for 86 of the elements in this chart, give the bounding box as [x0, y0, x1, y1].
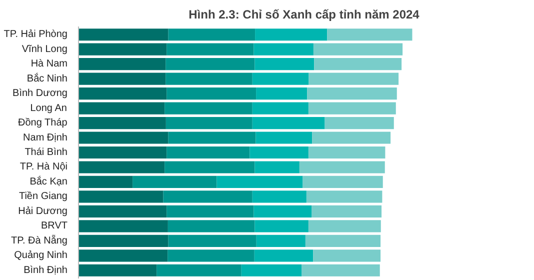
bar: [254, 205, 312, 218]
y-tick-label: Hải Dương: [18, 206, 68, 217]
bar: [78, 250, 168, 262]
bar: [78, 264, 157, 276]
bar: [168, 132, 256, 144]
bar: [312, 205, 382, 218]
y-tick-label: Thái Bình: [24, 147, 68, 158]
bar: [302, 264, 380, 276]
bar: [254, 250, 314, 262]
bar: [166, 205, 254, 218]
y-tick-label: Bắc Ninh: [26, 72, 68, 84]
bar: [132, 176, 217, 188]
bar: [168, 250, 254, 262]
y-tick-label: Vĩnh Long: [22, 44, 68, 55]
bar: [163, 190, 252, 203]
bar: [166, 146, 250, 159]
bar: [78, 176, 133, 188]
bar: [78, 205, 167, 218]
bar: [305, 234, 381, 247]
bar: [313, 250, 381, 262]
bar: [308, 102, 396, 114]
bar: [164, 161, 255, 174]
bar: [314, 58, 402, 70]
bar: [78, 43, 167, 56]
y-tick-label: Bình Định: [24, 264, 68, 276]
bar: [256, 88, 308, 100]
y-tick-label: BRVT: [41, 220, 68, 232]
bar: [313, 43, 403, 56]
bar: [78, 58, 166, 70]
bar: [324, 116, 394, 130]
bar: [250, 146, 308, 159]
bar: [166, 88, 256, 100]
bar: [166, 116, 252, 130]
bar: [166, 58, 255, 70]
y-tick-label: Đồng Tháp: [18, 118, 68, 129]
bar: [78, 88, 167, 100]
bar: [302, 176, 383, 188]
y-tick-label: Quảng Ninh: [14, 250, 68, 262]
y-tick-label: Nam Định: [23, 132, 68, 144]
bar: [308, 146, 386, 159]
bar: [166, 72, 252, 85]
y-tick-label: Hà Nam: [30, 58, 68, 70]
bar: [254, 220, 308, 232]
bar: [256, 234, 306, 247]
bar: [255, 28, 328, 41]
bar: [78, 220, 168, 232]
chart-title: Hình 2.3: Chỉ số Xanh cấp tỉnh năm 2024: [188, 8, 420, 22]
bar: [256, 132, 312, 144]
bar: [168, 28, 256, 41]
bar: [308, 72, 399, 85]
bar: [78, 72, 166, 85]
bar: [78, 116, 166, 130]
bar: [78, 28, 168, 41]
bar: [254, 43, 314, 56]
bar: [78, 234, 168, 247]
bar: [252, 190, 306, 203]
y-tick-label: Long An: [30, 102, 67, 114]
bar: [168, 220, 255, 232]
bar: [216, 176, 303, 188]
bar: [254, 161, 300, 174]
bar: [306, 190, 382, 203]
bar: [254, 58, 314, 70]
y-tick-label: TP. Hà Nội: [20, 162, 68, 173]
bar: [78, 146, 167, 159]
bar: [252, 102, 308, 114]
bar: [78, 161, 165, 174]
bar: [166, 43, 254, 56]
bar: [299, 161, 385, 174]
bar: [252, 116, 325, 130]
bar: [252, 72, 309, 85]
bar: [312, 132, 391, 144]
bar: [327, 28, 412, 41]
bar: [307, 88, 397, 100]
y-tick-label: Bắc Kạn: [30, 175, 68, 188]
y-tick-label: TP. Đà Nẵng: [10, 234, 68, 246]
bar: [241, 264, 302, 276]
bar: [164, 102, 252, 114]
bar: [168, 234, 256, 247]
bar: [156, 264, 242, 276]
bar: [308, 220, 381, 232]
bar: [78, 132, 168, 144]
bar: [78, 102, 165, 114]
y-tick-label: Tiền Giang: [18, 191, 68, 202]
y-tick-label: TP. Hải Phòng: [4, 29, 68, 40]
y-tick-label: Bình Dương: [12, 88, 68, 100]
bar: [78, 190, 164, 203]
